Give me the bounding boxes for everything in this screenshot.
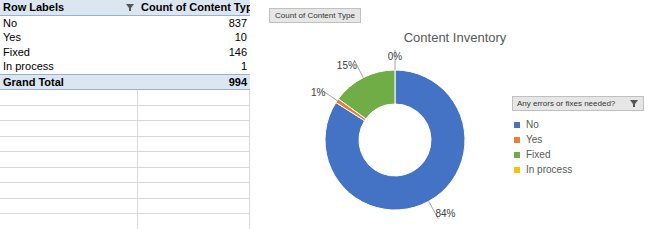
svg-text:1%: 1% [311,87,326,98]
html-text:Row Labels: Row Labels [3,1,65,13]
html-text:Fixed: Fixed [3,45,30,58]
html-text:837: 837 [228,16,247,29]
html-text:Content Inventory: Content Inventory [403,30,507,45]
svg-text:0%: 0% [388,51,403,62]
html-text:Count of Content Type: Count of Content Type [275,11,355,20]
html-text:Yes: Yes [526,134,543,145]
svg-text:84%: 84% [435,208,455,219]
svg-text:15%: 15% [337,60,357,71]
html-text:No: No [3,16,18,29]
html-text:No: No [526,119,539,130]
html-text:994: 994 [228,75,247,88]
html-text:Grand Total: Grand Total [3,75,64,88]
html-text:Yes: Yes [3,31,21,43]
html-text:Fixed: Fixed [526,149,551,160]
html-text:In process: In process [3,60,54,72]
html-text:146: 146 [228,45,247,58]
html-text:10: 10 [234,31,247,43]
html-text:1: 1 [240,60,247,72]
html-text:Any errors or fixes needed?: Any errors or fixes needed? [517,99,616,108]
html-text:In process: In process [526,164,573,175]
